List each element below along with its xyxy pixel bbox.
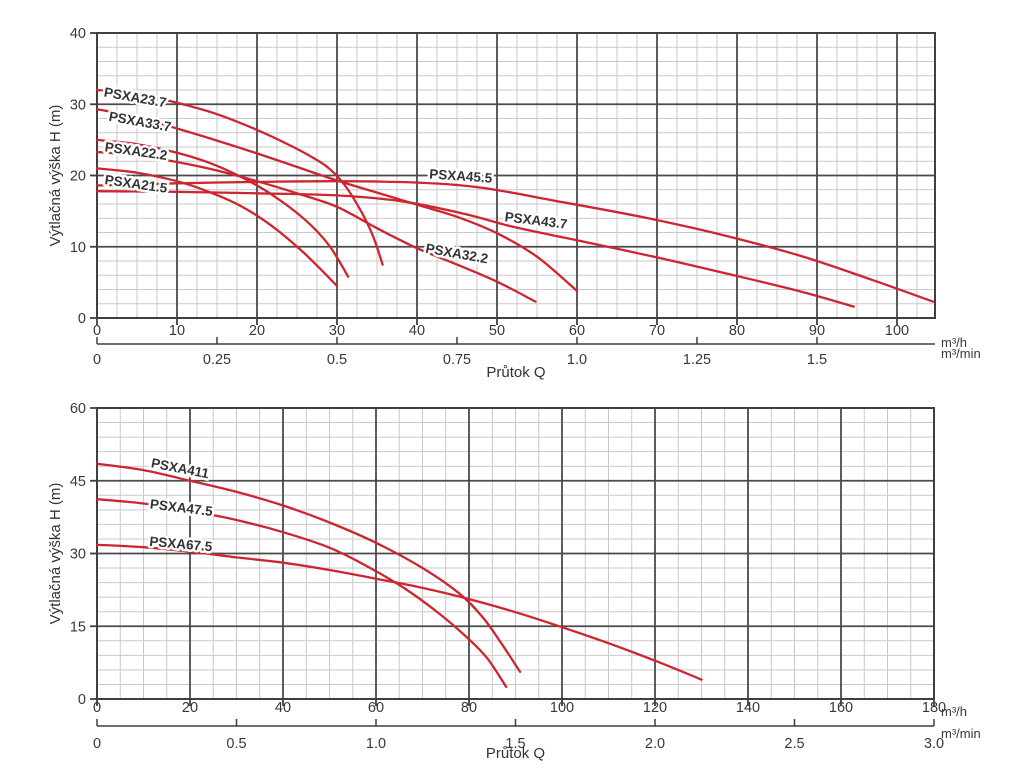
curve-PSXA32.2 — [95, 150, 537, 303]
y-tick-label: 30 — [70, 97, 86, 113]
secondary-x-tick-label: 1.25 — [683, 352, 711, 368]
x-tick-label: 0 — [93, 700, 101, 716]
y-axis-title: Výtlačná výška H (m) — [47, 483, 64, 625]
x-tick-label: 80 — [461, 700, 477, 716]
y-tick-label: 30 — [70, 547, 86, 563]
secondary-x-tick-label: 0.5 — [226, 736, 246, 752]
y-tick-label: 20 — [70, 169, 86, 185]
secondary-x-tick-label: 0 — [93, 352, 101, 368]
curve-PSXA45.5 — [95, 180, 935, 303]
secondary-x-tick-label: 0.5 — [327, 352, 347, 368]
x-tick-label: 50 — [489, 323, 505, 339]
unit-label-m3h: m³/h — [941, 335, 967, 350]
x-tick-label: 100 — [550, 700, 574, 716]
curve-label-PSXA67.5: PSXA67.5 — [149, 534, 214, 554]
secondary-x-tick-label: 2.0 — [645, 736, 665, 752]
unit-label-m3h: m³/h — [941, 704, 967, 719]
secondary-x-tick-label: 1.0 — [567, 352, 587, 368]
x-tick-label: 90 — [809, 323, 825, 339]
curve-PSXA23.7 — [95, 88, 384, 266]
y-tick-label: 45 — [70, 474, 86, 490]
top-pump-chart: PSXA23.7PSXA33.7PSXA22.2PSXA21.5PSXA32.2… — [47, 26, 981, 381]
x-tick-label: 0 — [93, 323, 101, 339]
x-tick-label: 30 — [329, 323, 345, 339]
curve-PSXA47.5 — [95, 498, 508, 689]
x-tick-label: 20 — [249, 323, 265, 339]
x-tick-label: 20 — [182, 700, 198, 716]
secondary-x-tick-label: 0 — [93, 736, 101, 752]
x-tick-label: 160 — [829, 700, 853, 716]
curve-PSXA411 — [95, 462, 522, 673]
x-tick-label: 80 — [729, 323, 745, 339]
curve-label-PSXA23.7: PSXA23.7 — [103, 85, 168, 111]
curve-PSXA67.5 — [95, 543, 703, 681]
curve-PSXA21.5 — [95, 167, 339, 288]
y-tick-label: 0 — [78, 311, 86, 327]
x-tick-label: 100 — [885, 323, 909, 339]
curve-label-PSXA22.2: PSXA22.2 — [104, 139, 169, 163]
unit-label-m3min: m³/min — [941, 726, 981, 741]
x-tick-label: 140 — [736, 700, 760, 716]
curve-PSXA43.7 — [95, 190, 855, 308]
x-tick-label: 10 — [169, 323, 185, 339]
x-tick-label: 120 — [643, 700, 667, 716]
secondary-x-tick-label: 0.75 — [443, 352, 471, 368]
secondary-x-tick-label: 2.5 — [784, 736, 804, 752]
x-tick-label: 40 — [409, 323, 425, 339]
y-tick-label: 60 — [70, 401, 86, 417]
secondary-x-tick-label: 1.0 — [366, 736, 386, 752]
y-tick-label: 0 — [78, 692, 86, 708]
curve-PSXA22.2 — [95, 138, 350, 278]
x-tick-label: 60 — [569, 323, 585, 339]
x-tick-label: 60 — [368, 700, 384, 716]
unit-label-m3min: m³/min — [941, 346, 981, 361]
y-tick-label: 15 — [70, 619, 86, 635]
x-axis-title: Průtok Q — [486, 745, 545, 762]
x-axis-title: Průtok Q — [486, 364, 545, 381]
y-tick-label: 40 — [70, 26, 86, 42]
secondary-x-tick-label: 0.25 — [203, 352, 231, 368]
secondary-x-tick-label: 1.5 — [505, 736, 525, 752]
y-axis-title: Výtlačná výška H (m) — [47, 105, 64, 247]
secondary-x-tick-label: 3.0 — [924, 736, 944, 752]
x-tick-label: 180 — [922, 700, 946, 716]
curve-label-PSXA43.7: PSXA43.7 — [504, 209, 568, 232]
x-tick-label: 70 — [649, 323, 665, 339]
curve-label-PSXA47.5: PSXA47.5 — [149, 496, 214, 519]
y-tick-label: 10 — [70, 240, 86, 256]
secondary-x-tick-label: 1.5 — [807, 352, 827, 368]
x-tick-label: 40 — [275, 700, 291, 716]
